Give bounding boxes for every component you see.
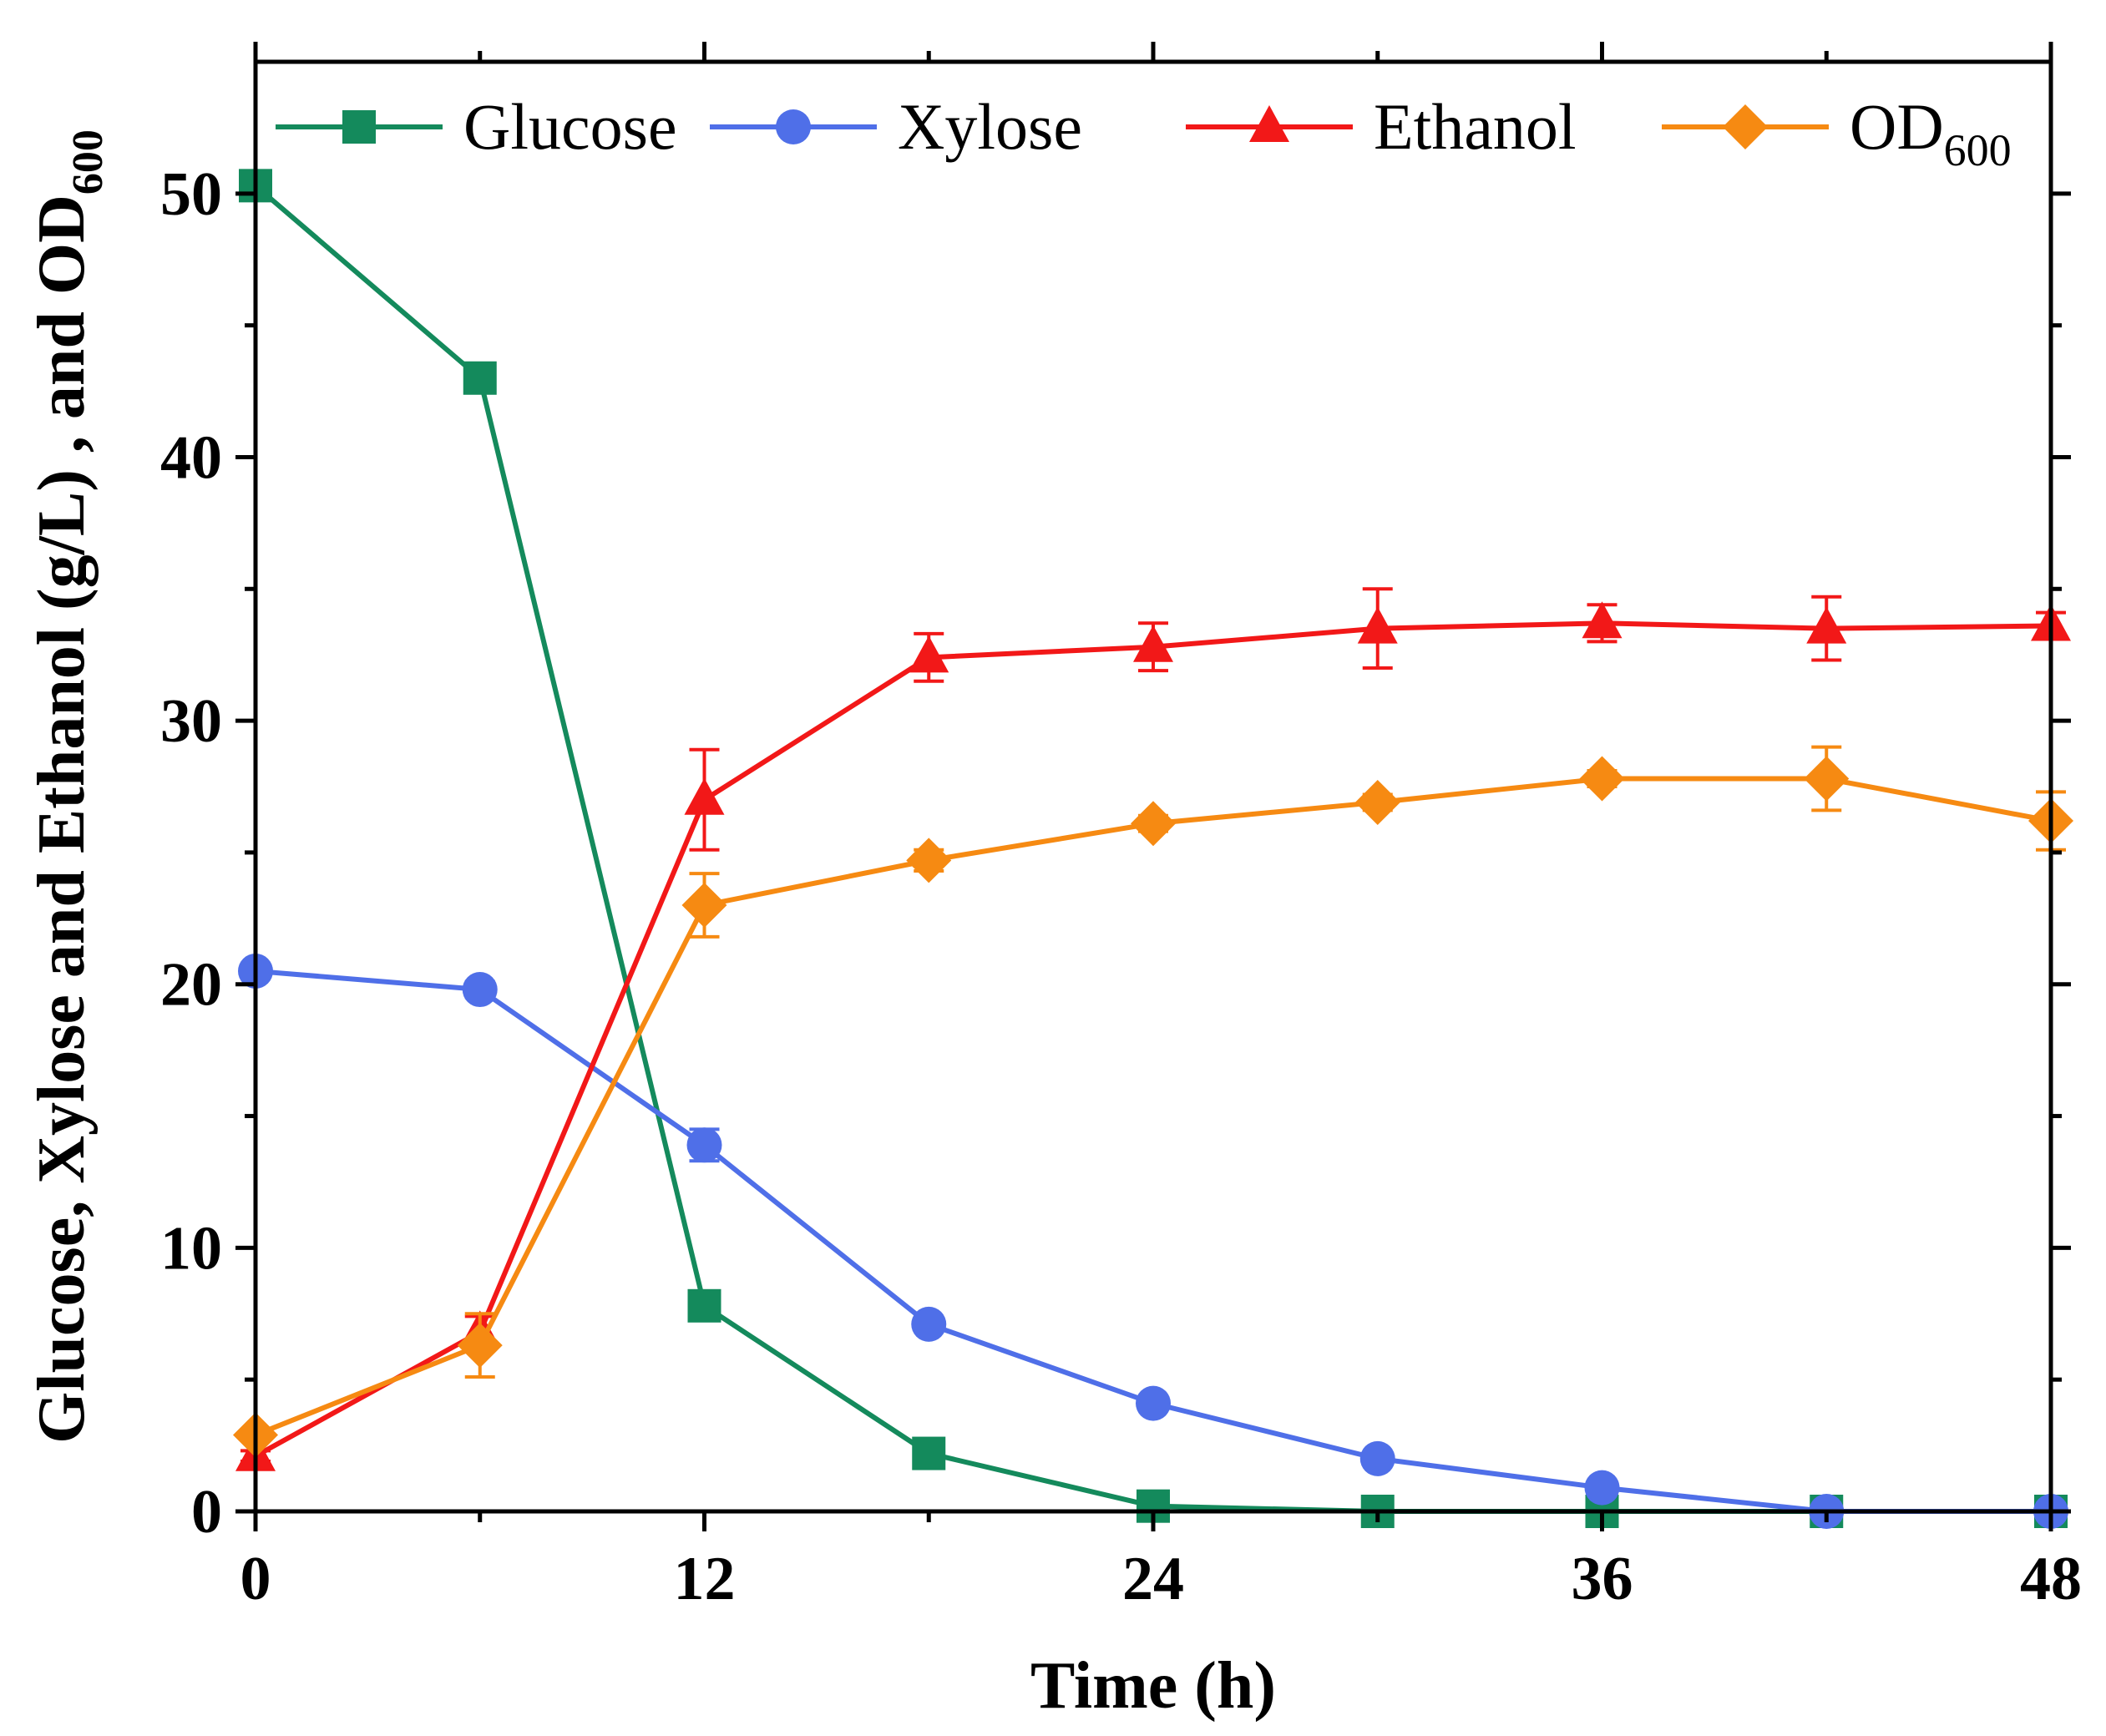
glucose-point (463, 361, 497, 395)
xylose-point (462, 972, 498, 1008)
x-tick-label: 0 (240, 1545, 271, 1613)
od600-point (1354, 779, 1400, 825)
legend-marker-xylose (776, 109, 811, 144)
legend-item-glucose: Glucose (276, 90, 677, 163)
y-tick-label: 0 (191, 1478, 222, 1546)
y-tick-label: 10 (160, 1214, 222, 1283)
series-ethanol (235, 587, 2071, 1471)
legend-label-main: Glucose (463, 90, 677, 163)
ticks-layer: 0 12 24 36 48 0 10 20 30 40 50 (160, 42, 2082, 1613)
legend-label-main: Ethanol (1374, 90, 1577, 163)
legend-label-subscript: 600 (1944, 125, 2012, 175)
legend: Glucose Xylose Ethanol OD600 (276, 90, 2012, 175)
od600-point (457, 1323, 503, 1369)
ethanol-point (909, 635, 949, 673)
legend-item-od600: OD600 (1662, 90, 2012, 175)
ethanol-point (684, 777, 725, 815)
x-tick-label: 48 (2020, 1545, 2082, 1613)
legend-label-od600: OD600 (1850, 90, 2012, 175)
legend-item-ethanol: Ethanol (1186, 90, 1577, 163)
ethanol-point (1133, 625, 1173, 662)
od600-point (1131, 801, 1176, 847)
x-axis-title: Time (h) (1030, 1649, 1276, 1723)
glucose-point (687, 1288, 721, 1323)
legend-label-main: OD (1850, 90, 1944, 163)
xylose-point (1359, 1440, 1395, 1476)
y-axis-title-main: Glucose, Xylose and Ethanol (g/L) , and … (25, 195, 99, 1444)
labels-layer: Time (h) Glucose, Xylose and Ethanol (g/… (25, 129, 1276, 1723)
legend-label-main: Xylose (898, 90, 1082, 163)
y-axis-title-subscript: 600 (64, 129, 112, 195)
xylose-point (686, 1127, 722, 1163)
legend-label-xylose: Xylose (898, 90, 1082, 163)
xylose-point (1584, 1470, 1620, 1506)
od600-line (254, 776, 2052, 1438)
xylose-point (1136, 1385, 1171, 1421)
glucose-line (254, 184, 2051, 1514)
series-glucose (239, 169, 2068, 1528)
plot-frame (253, 59, 2053, 1514)
legend-item-xylose: Xylose (710, 90, 1082, 163)
y-axis-title: Glucose, Xylose and Ethanol (g/L) , and … (25, 129, 112, 1444)
series-xylose (238, 953, 2068, 1529)
y-tick-label: 40 (160, 423, 222, 492)
od600-point (906, 838, 952, 883)
legend-marker-od600 (1723, 104, 1768, 149)
axes-layer (253, 59, 2053, 1514)
xylose-point (911, 1306, 947, 1342)
legend-marker-glucose (342, 110, 376, 144)
ethanol-point (1357, 606, 1398, 644)
ethanol-point (1806, 606, 1847, 644)
ethanol-line (254, 620, 2052, 1459)
legend-marker-ethanol (1249, 105, 1289, 142)
x-tick-label: 12 (674, 1545, 736, 1613)
series-od600 (233, 745, 2073, 1458)
x-tick-label: 24 (1122, 1545, 1184, 1613)
glucose-point (912, 1436, 946, 1470)
od600-point (681, 883, 727, 929)
legend-label-ethanol: Ethanol (1374, 90, 1577, 163)
od600-point (1579, 756, 1625, 802)
x-tick-label: 36 (1572, 1545, 1633, 1613)
y-tick-label: 30 (160, 687, 222, 756)
y-tick-label: 50 (160, 160, 222, 229)
legend-label-glucose: Glucose (463, 90, 677, 163)
xylose-line (255, 968, 2051, 1514)
y-tick-label: 20 (160, 951, 222, 1020)
ethanol-point (1582, 601, 1623, 639)
series-layer (233, 169, 2073, 1529)
od600-point (1804, 756, 1850, 802)
